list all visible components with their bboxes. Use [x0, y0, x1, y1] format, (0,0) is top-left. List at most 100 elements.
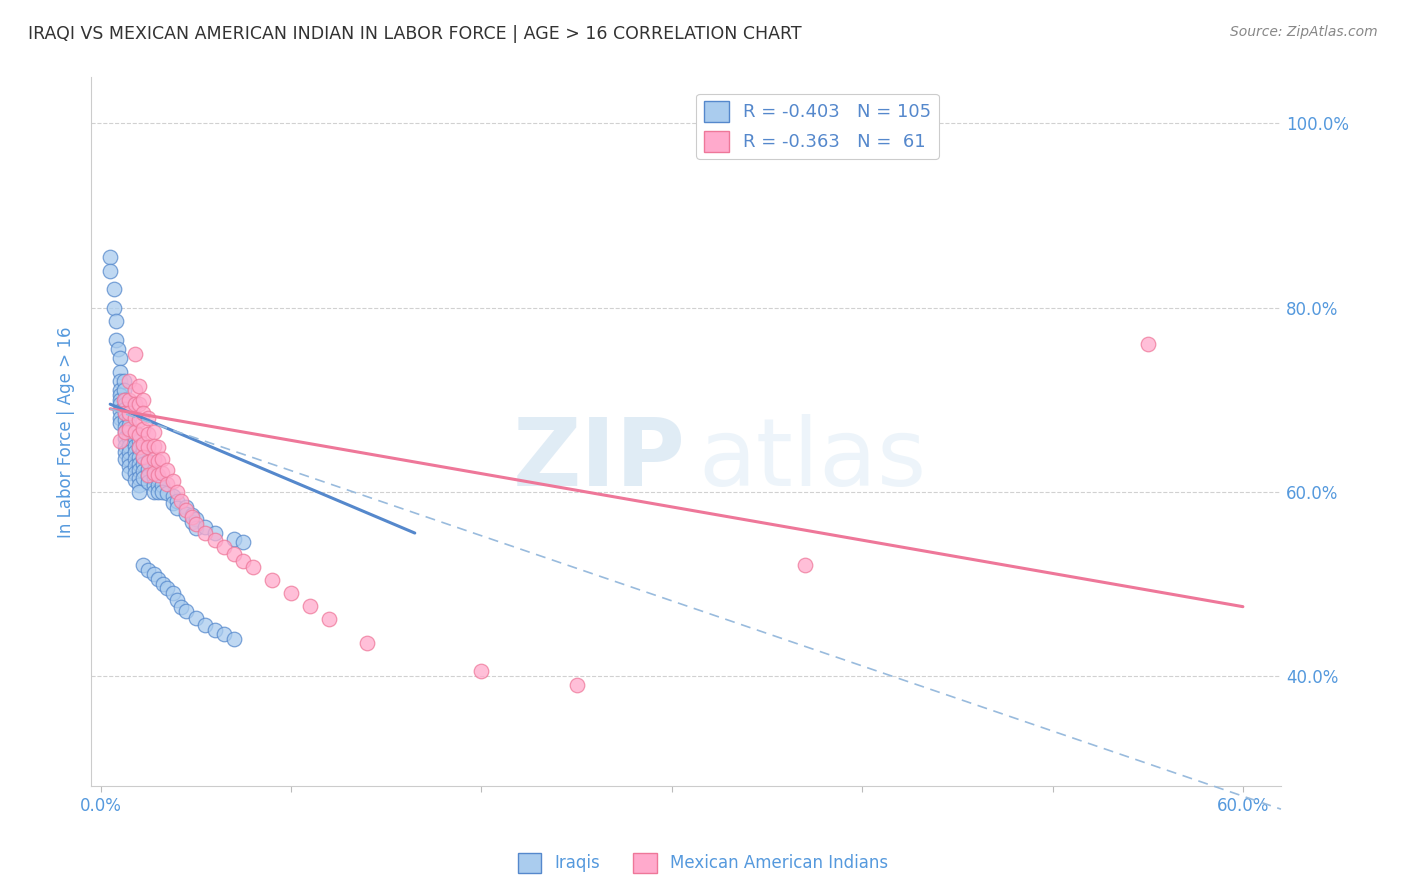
Y-axis label: In Labor Force | Age > 16: In Labor Force | Age > 16 [58, 326, 75, 538]
Point [112, 392, 135, 407]
Point [118, 452, 141, 467]
Point [118, 458, 141, 473]
Point [204, 526, 226, 541]
Point [176, 500, 198, 515]
Point [104, 314, 127, 328]
Point [204, 623, 226, 637]
Point [118, 439, 141, 453]
Point [131, 457, 153, 471]
Point [114, 401, 136, 416]
Point [146, 471, 169, 485]
Point [124, 445, 146, 459]
Point [124, 425, 146, 439]
Point [169, 599, 191, 614]
Point [118, 374, 141, 388]
Point [118, 422, 141, 436]
Point [128, 484, 150, 499]
Point [146, 484, 169, 499]
Point [124, 452, 146, 467]
Point [150, 478, 173, 492]
Point [114, 425, 136, 439]
Point [136, 563, 159, 577]
Point [118, 431, 141, 445]
Point [118, 392, 141, 407]
Point [162, 586, 184, 600]
Point [131, 422, 153, 436]
Point [124, 425, 146, 439]
Point [162, 489, 184, 503]
Point [112, 374, 135, 388]
Point [108, 411, 131, 425]
Point [114, 420, 136, 434]
Point [136, 454, 159, 468]
Point [194, 519, 217, 533]
Point [204, 533, 226, 548]
Point [143, 471, 166, 485]
Point [184, 516, 207, 531]
Point [124, 439, 146, 453]
Point [146, 454, 169, 468]
Point [143, 425, 166, 439]
Point [176, 604, 198, 618]
Point [128, 478, 150, 492]
Point [166, 484, 188, 499]
Point [131, 443, 153, 458]
Point [128, 463, 150, 477]
Point [108, 416, 131, 430]
Point [114, 425, 136, 439]
Point [131, 450, 153, 464]
Point [166, 593, 188, 607]
Legend: R = -0.403   N = 105, R = -0.363   N =  61: R = -0.403 N = 105, R = -0.363 N = 61 [696, 94, 939, 159]
Point [124, 346, 146, 360]
Point [114, 392, 136, 407]
Point [143, 463, 166, 477]
Point [143, 452, 166, 467]
Point [143, 439, 166, 453]
Point [131, 471, 153, 485]
Point [131, 406, 153, 420]
Point [222, 533, 245, 547]
Point [118, 445, 141, 459]
Point [128, 441, 150, 455]
Point [128, 413, 150, 427]
Legend: Iraqis, Mexican American Indians: Iraqis, Mexican American Indians [510, 847, 896, 880]
Point [124, 431, 146, 445]
Point [114, 397, 136, 411]
Point [118, 418, 141, 433]
Point [136, 475, 159, 490]
Point [114, 406, 136, 420]
Point [318, 612, 340, 626]
Text: IRAQI VS MEXICAN AMERICAN INDIAN IN LABOR FORCE | AGE > 16 CORRELATION CHART: IRAQI VS MEXICAN AMERICAN INDIAN IN LABO… [28, 25, 801, 43]
Point [131, 558, 153, 573]
Point [280, 586, 302, 600]
Point [176, 507, 198, 521]
Point [152, 576, 174, 591]
Point [103, 282, 125, 296]
Point [103, 301, 125, 315]
Point [150, 452, 173, 467]
Point [242, 560, 264, 574]
Point [143, 467, 166, 481]
Point [232, 535, 254, 549]
Point [146, 478, 169, 492]
Text: atlas: atlas [697, 414, 927, 506]
Point [222, 632, 245, 646]
Point [156, 581, 179, 595]
Point [112, 384, 135, 398]
Point [108, 434, 131, 448]
Point [146, 468, 169, 483]
Point [136, 411, 159, 425]
Point [108, 365, 131, 379]
Point [143, 484, 166, 499]
Point [118, 411, 141, 425]
Point [136, 468, 159, 483]
Point [124, 411, 146, 425]
Point [214, 627, 236, 641]
Point [136, 469, 159, 483]
Point [136, 441, 159, 455]
Point [194, 618, 217, 632]
Point [128, 434, 150, 448]
Point [114, 452, 136, 467]
Point [166, 493, 188, 508]
Point [181, 510, 204, 524]
